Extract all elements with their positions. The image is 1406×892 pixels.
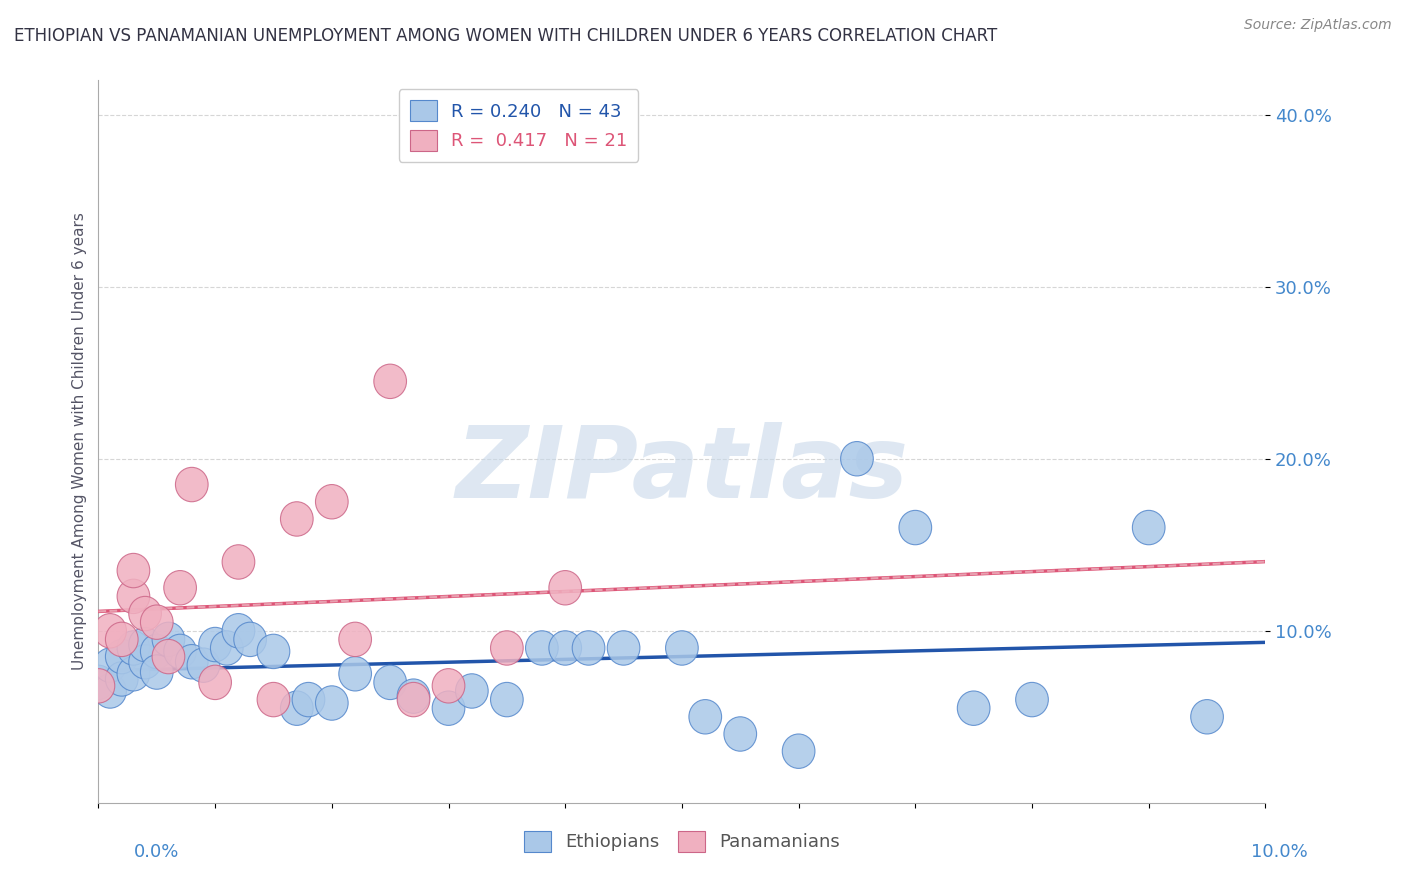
Ellipse shape (117, 631, 150, 665)
Text: Source: ZipAtlas.com: Source: ZipAtlas.com (1244, 18, 1392, 32)
Text: 0.0%: 0.0% (134, 843, 179, 861)
Ellipse shape (141, 655, 173, 690)
Ellipse shape (280, 691, 314, 725)
Ellipse shape (129, 627, 162, 662)
Ellipse shape (176, 645, 208, 679)
Ellipse shape (163, 571, 197, 605)
Ellipse shape (211, 631, 243, 665)
Ellipse shape (176, 467, 208, 501)
Ellipse shape (82, 665, 115, 699)
Ellipse shape (187, 648, 219, 682)
Ellipse shape (198, 627, 232, 662)
Ellipse shape (280, 501, 314, 536)
Ellipse shape (374, 364, 406, 399)
Ellipse shape (898, 510, 932, 545)
Ellipse shape (491, 631, 523, 665)
Ellipse shape (548, 631, 582, 665)
Ellipse shape (233, 623, 267, 657)
Ellipse shape (491, 682, 523, 717)
Ellipse shape (607, 631, 640, 665)
Ellipse shape (548, 571, 582, 605)
Ellipse shape (396, 682, 430, 717)
Ellipse shape (957, 691, 990, 725)
Ellipse shape (432, 669, 465, 703)
Ellipse shape (129, 645, 162, 679)
Ellipse shape (841, 442, 873, 476)
Ellipse shape (152, 640, 184, 673)
Ellipse shape (129, 597, 162, 631)
Ellipse shape (257, 634, 290, 669)
Ellipse shape (257, 682, 290, 717)
Y-axis label: Unemployment Among Women with Children Under 6 years: Unemployment Among Women with Children U… (72, 212, 87, 671)
Legend: Ethiopians, Panamanians: Ethiopians, Panamanians (516, 823, 848, 859)
Ellipse shape (1132, 510, 1166, 545)
Ellipse shape (315, 484, 349, 519)
Ellipse shape (222, 545, 254, 579)
Ellipse shape (782, 734, 815, 768)
Ellipse shape (456, 673, 488, 708)
Ellipse shape (222, 614, 254, 648)
Ellipse shape (396, 679, 430, 714)
Ellipse shape (1191, 699, 1223, 734)
Ellipse shape (94, 648, 127, 682)
Text: ETHIOPIAN VS PANAMANIAN UNEMPLOYMENT AMONG WOMEN WITH CHILDREN UNDER 6 YEARS COR: ETHIOPIAN VS PANAMANIAN UNEMPLOYMENT AMO… (14, 27, 997, 45)
Ellipse shape (105, 623, 138, 657)
Ellipse shape (94, 614, 127, 648)
Ellipse shape (163, 634, 197, 669)
Ellipse shape (94, 673, 127, 708)
Ellipse shape (117, 579, 150, 614)
Ellipse shape (141, 605, 173, 640)
Text: 10.0%: 10.0% (1251, 843, 1308, 861)
Ellipse shape (572, 631, 605, 665)
Ellipse shape (117, 657, 150, 691)
Ellipse shape (724, 717, 756, 751)
Ellipse shape (152, 623, 184, 657)
Ellipse shape (198, 665, 232, 699)
Ellipse shape (339, 623, 371, 657)
Ellipse shape (315, 686, 349, 720)
Text: ZIPatlas: ZIPatlas (456, 422, 908, 519)
Ellipse shape (105, 662, 138, 696)
Ellipse shape (141, 634, 173, 669)
Ellipse shape (374, 665, 406, 699)
Ellipse shape (665, 631, 699, 665)
Ellipse shape (1015, 682, 1049, 717)
Ellipse shape (292, 682, 325, 717)
Ellipse shape (689, 699, 721, 734)
Ellipse shape (526, 631, 558, 665)
Ellipse shape (82, 669, 115, 703)
Ellipse shape (432, 691, 465, 725)
Ellipse shape (117, 553, 150, 588)
Ellipse shape (105, 640, 138, 673)
Ellipse shape (339, 657, 371, 691)
